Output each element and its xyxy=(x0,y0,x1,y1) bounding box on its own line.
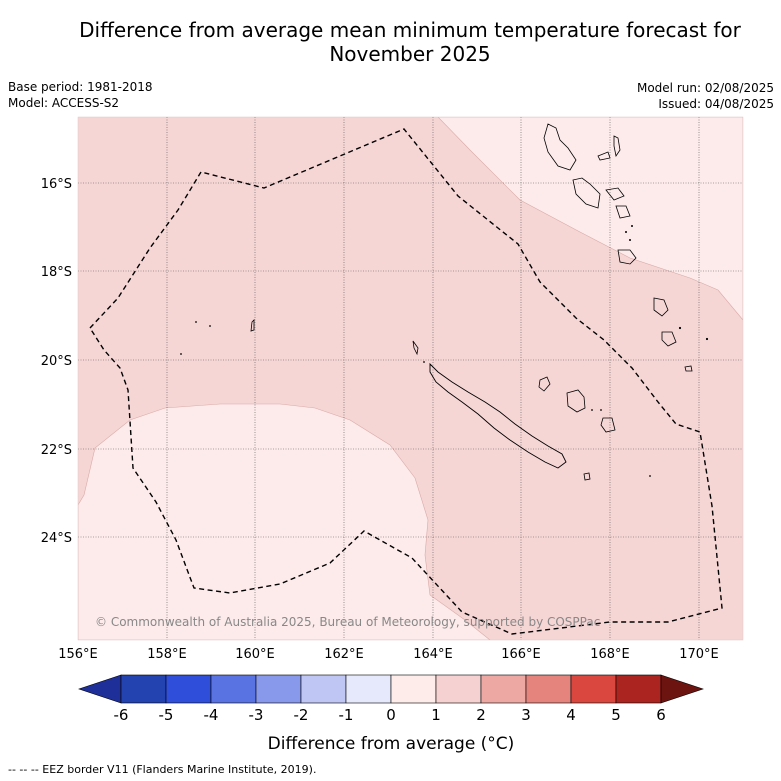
meta-left: Base period: 1981-2018 Model: ACCESS-S2 xyxy=(8,79,153,111)
colorbar-tick: 5 xyxy=(611,706,621,724)
colorbar-title: Difference from average (°C) xyxy=(268,734,515,754)
colorbar-segment xyxy=(435,674,482,704)
island-ouvea xyxy=(538,376,551,392)
colorbar-segment xyxy=(480,674,527,704)
map-frame xyxy=(77,116,744,641)
issued-date: Issued: 04/08/2025 xyxy=(658,97,774,111)
anomaly-zone-0-1-northeast xyxy=(437,117,743,321)
colorbar-segment xyxy=(120,674,167,704)
eez-footnote: -- -- -- EEZ border V11 (Flanders Marine… xyxy=(8,763,317,776)
colorbar-segment xyxy=(210,674,257,704)
colorbar-tick: 2 xyxy=(476,706,486,724)
island-chesterfield xyxy=(250,319,255,332)
colorbar-tick: 6 xyxy=(656,706,666,724)
colorbar-tick: 3 xyxy=(521,706,531,724)
map-title: Difference from average mean minimum tem… xyxy=(40,18,780,66)
island-epi xyxy=(615,205,631,219)
colorbar-segment xyxy=(345,674,392,704)
island-pentecost xyxy=(613,135,621,158)
lon-label: 170°E xyxy=(679,647,719,662)
island-isle-of-pines xyxy=(583,472,591,481)
colorbar-tick: -3 xyxy=(249,706,264,724)
lon-label: 162°E xyxy=(324,647,364,662)
colorbar-tick: -2 xyxy=(294,706,309,724)
model-name: Model: ACCESS-S2 xyxy=(8,96,120,110)
lon-label: 166°E xyxy=(501,647,541,662)
colorbar-tick: 1 xyxy=(431,706,441,724)
eez-border xyxy=(89,128,723,635)
colorbar-extension-low xyxy=(78,674,122,704)
lon-label: 160°E xyxy=(235,647,275,662)
title-line-2: November 2025 xyxy=(329,42,491,66)
lat-label: 16°S xyxy=(41,177,72,192)
island-tanna xyxy=(661,331,677,347)
island-belep xyxy=(412,340,419,356)
colorbar-tick: -1 xyxy=(339,706,354,724)
island-new-caledonia xyxy=(429,362,567,469)
island-aneityum xyxy=(684,365,693,372)
island-efate xyxy=(617,249,637,265)
colorbar-tick: 0 xyxy=(386,706,396,724)
colorbar xyxy=(78,674,704,704)
lat-label: 24°S xyxy=(41,531,72,546)
colorbar-segment xyxy=(255,674,302,704)
colorbar-tick: -6 xyxy=(114,706,129,724)
graticule xyxy=(78,117,743,640)
title-line-1: Difference from average mean minimum tem… xyxy=(79,18,741,42)
island-espiritu-santo xyxy=(543,123,577,171)
island-mare xyxy=(600,417,616,433)
colorbar-segment xyxy=(165,674,212,704)
lon-label: 158°E xyxy=(147,647,187,662)
copyright-notice: © Commonwealth of Australia 2025, Bureau… xyxy=(95,615,600,629)
map-panel: © Commonwealth of Australia 2025, Bureau… xyxy=(78,117,743,640)
lon-label: 156°E xyxy=(58,647,98,662)
island-ambrym xyxy=(605,187,625,201)
colorbar-extension-high xyxy=(660,674,704,704)
lon-label: 164°E xyxy=(413,647,453,662)
lat-label: 18°S xyxy=(41,265,72,280)
model-run: Model run: 02/08/2025 xyxy=(636,81,774,95)
latitude-labels: 16°S 18°S 20°S 22°S 24°S xyxy=(41,177,72,546)
island-erromango xyxy=(653,297,669,317)
island-malekula xyxy=(572,177,601,209)
lat-label: 22°S xyxy=(41,443,72,458)
colorbar-segment xyxy=(390,674,437,704)
colorbar-segment xyxy=(525,674,572,704)
anomaly-zone-0-1-southwest xyxy=(78,403,491,640)
lon-label: 168°E xyxy=(590,647,630,662)
small-islets xyxy=(180,225,709,477)
colorbar-tick: 4 xyxy=(566,706,576,724)
island-lifou xyxy=(566,389,586,413)
colorbar-tick-labels: -6 -5 -4 -3 -2 -1 0 1 2 3 4 5 6 xyxy=(114,706,666,724)
longitude-labels: 156°E 158°E 160°E 162°E 164°E 166°E 168°… xyxy=(58,647,719,662)
colorbar-segment xyxy=(570,674,617,704)
lat-label: 20°S xyxy=(41,354,72,369)
colorbar-tick: -5 xyxy=(159,706,174,724)
island-maewo xyxy=(597,151,611,161)
meta-right: Model run: 02/08/2025 Issued: 04/08/2025 xyxy=(637,80,774,112)
colorbar-tick: -4 xyxy=(204,706,219,724)
base-period: Base period: 1981-2018 xyxy=(8,80,153,94)
colorbar-segment xyxy=(615,674,662,704)
colorbar-segment xyxy=(300,674,347,704)
